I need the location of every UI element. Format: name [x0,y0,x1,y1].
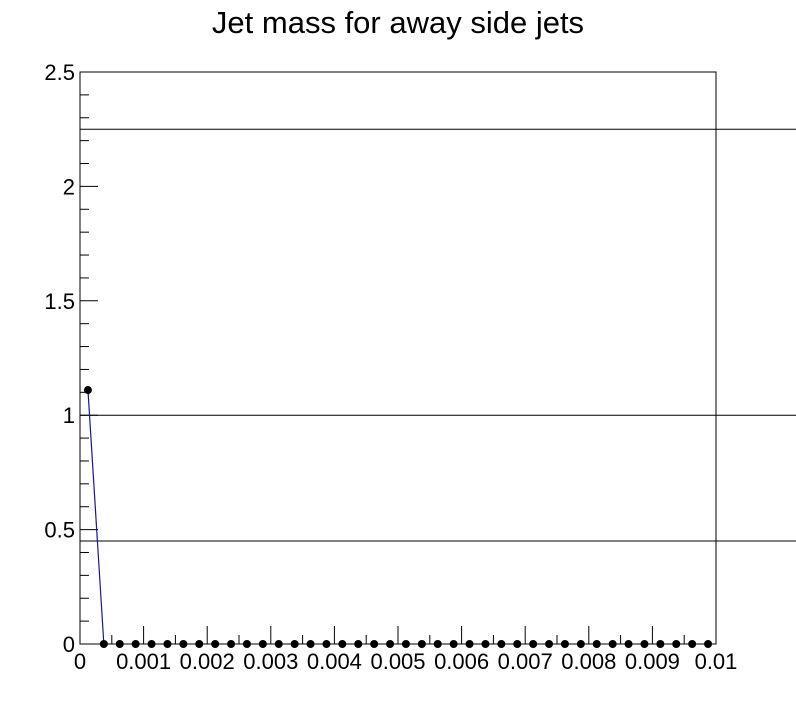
x-tick-label: 0.004 [307,649,362,674]
x-tick-label: 0.005 [370,649,425,674]
x-tick-label: 0.003 [243,649,298,674]
x-tick-label: 0.006 [434,649,489,674]
plot-frame [79,71,717,645]
x-tick-label: 0.002 [180,649,235,674]
y-tick-label: 2.5 [44,60,75,85]
reference-lines [80,128,796,542]
series-line-0 [87,389,105,645]
y-tick-label: 2 [63,174,75,199]
y-tick-label: 1 [63,403,75,428]
y-tick-label: 0 [63,632,75,657]
x-tick-label: 0.008 [561,649,616,674]
y-axis: 0 0.5 1 1.5 2 2.5 [44,60,98,657]
x-tick-label: 0.009 [625,649,680,674]
chart-title: Jet mass for away side jets [212,5,584,40]
x-tick-label: 0.001 [116,649,171,674]
data-point-0 [83,386,92,395]
y-tick-label: 1.5 [44,289,75,314]
x-tick-label: 0.01 [695,649,738,674]
x-tick-label: 0 [74,649,86,674]
x-tick-label: 0.007 [498,649,553,674]
y-tick-label: 0.5 [44,518,75,543]
x-axis: 0 0.001 0.002 0.003 0.004 0.005 0.006 0.007 0.00… [74,626,738,674]
series-group [83,386,713,648]
